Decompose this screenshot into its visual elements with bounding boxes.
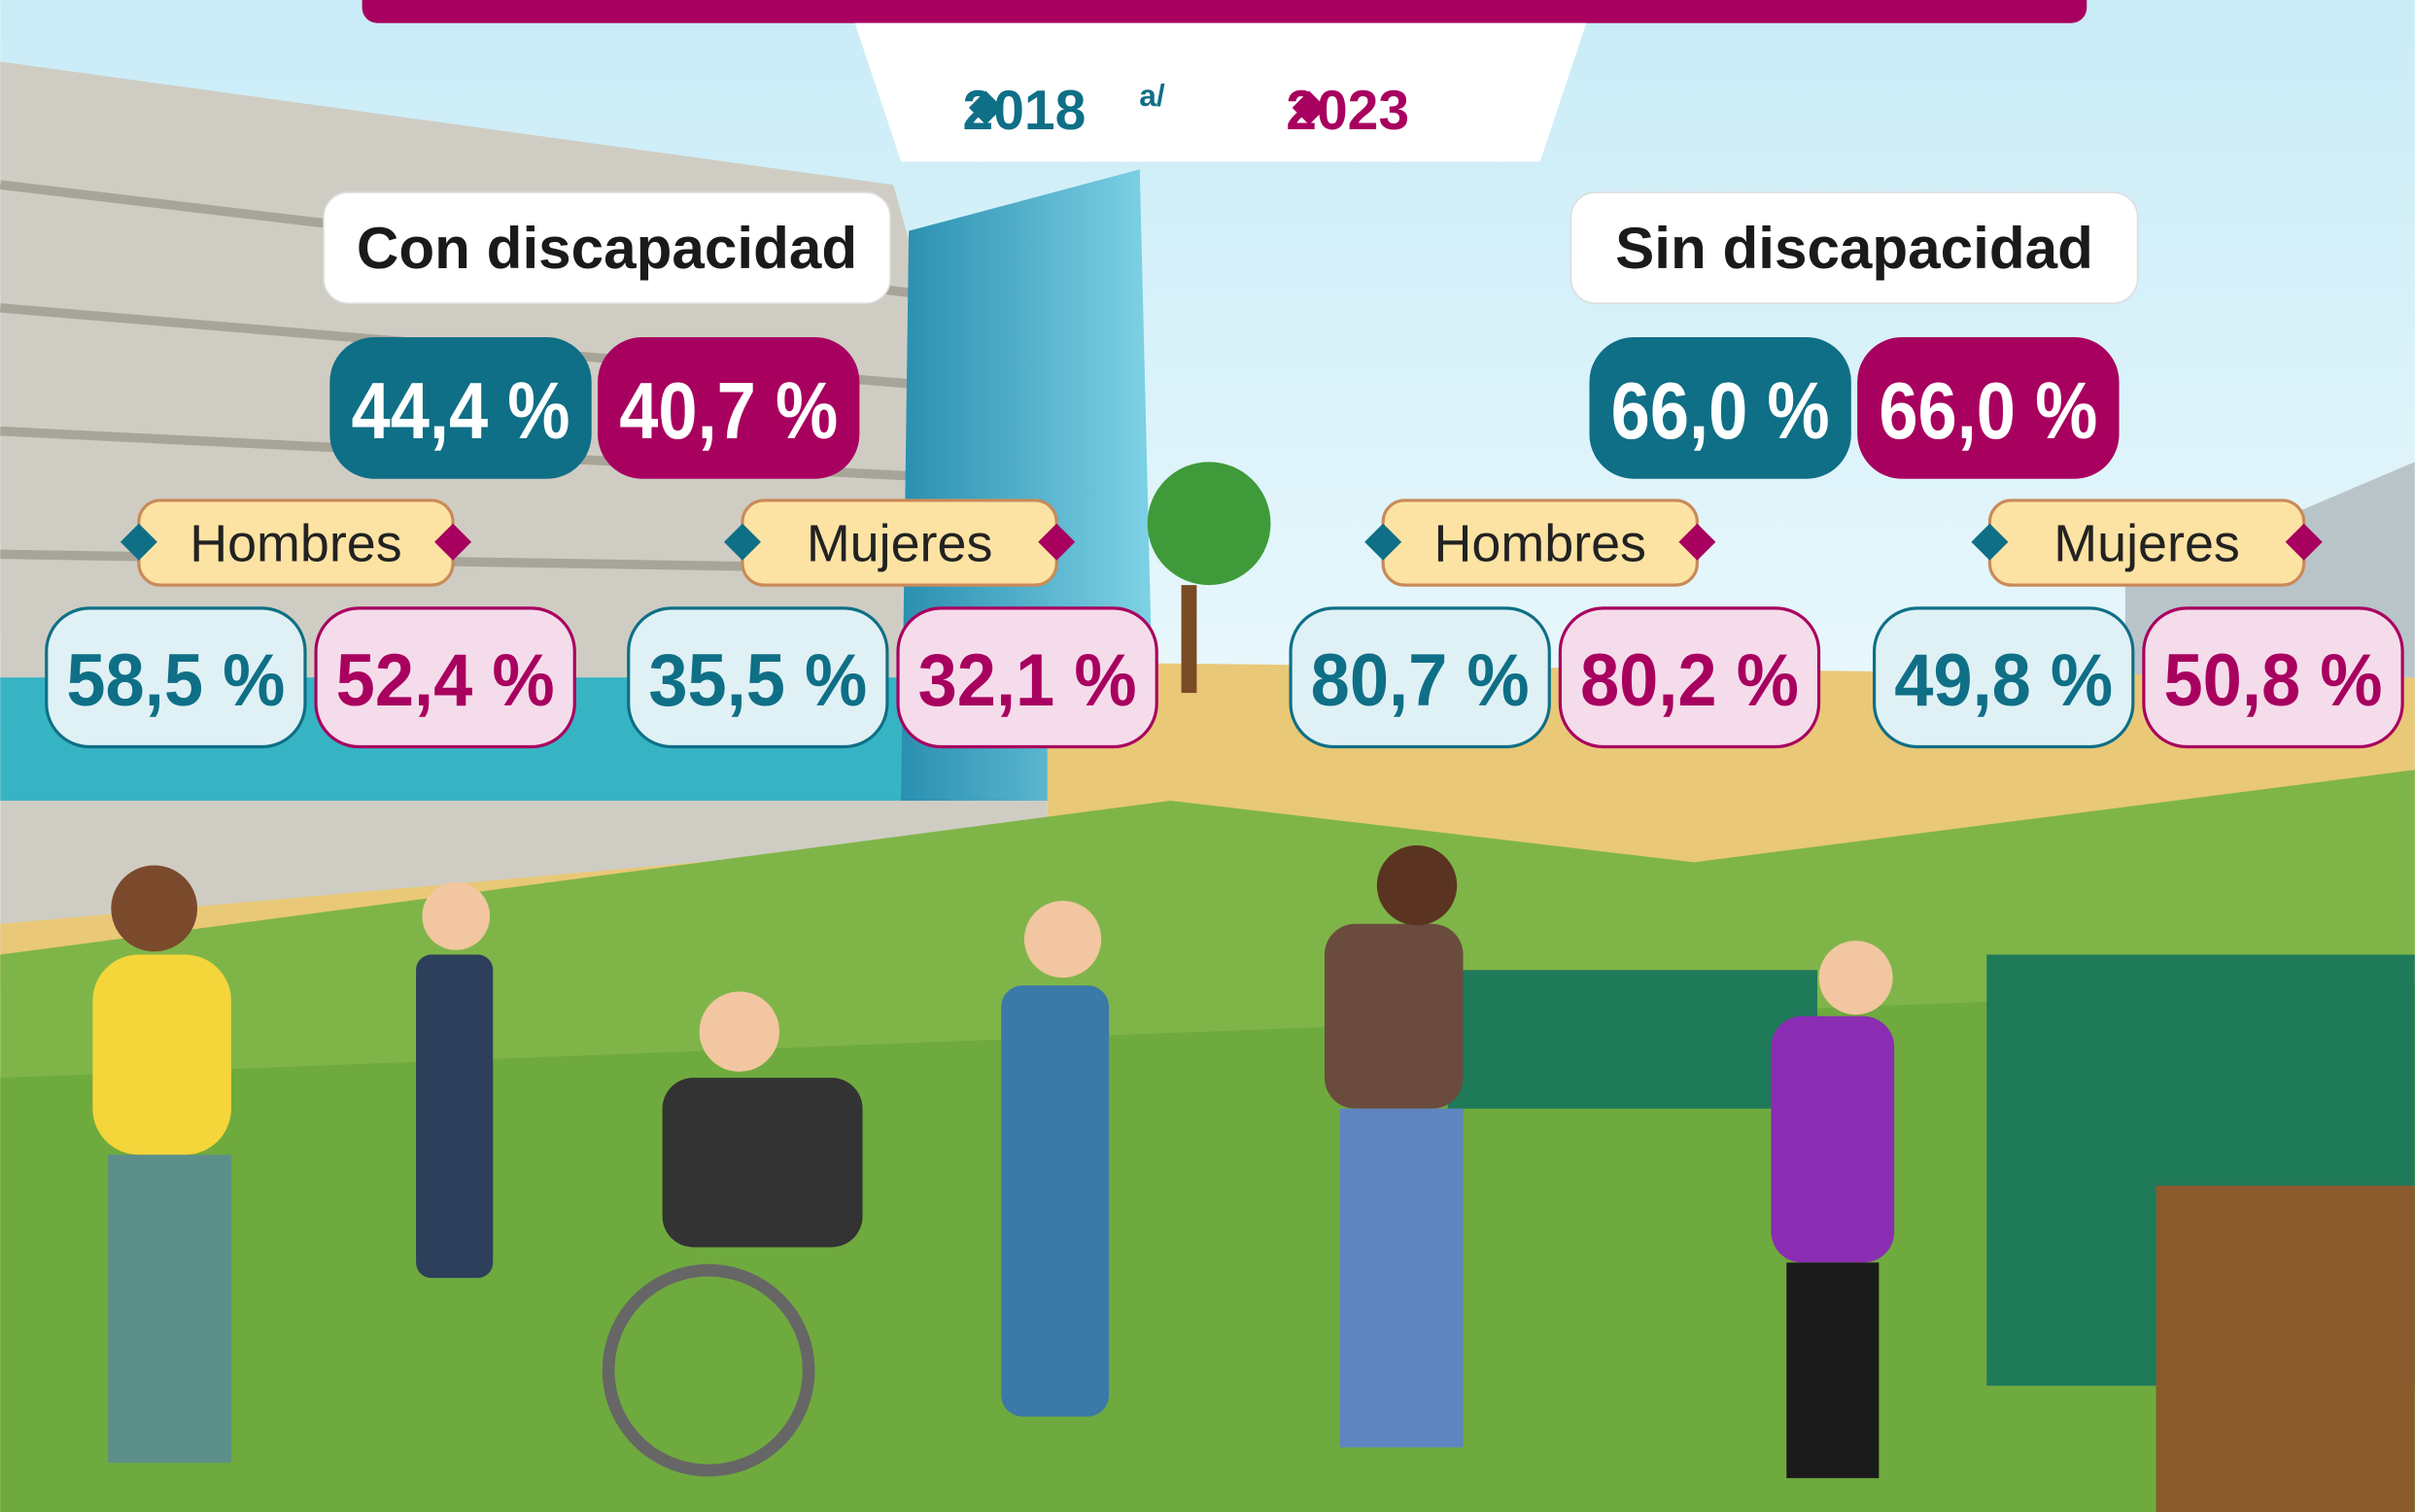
value-box <box>1558 606 1821 749</box>
value-box <box>2142 606 2404 749</box>
crate <box>2156 1186 2415 1512</box>
subgroup-marker <box>2285 523 2323 561</box>
tree <box>1147 462 1271 586</box>
value-box <box>1589 337 1851 479</box>
people <box>92 844 1895 1479</box>
value-label: 44,4 % <box>352 366 570 456</box>
value-label: 32,1 % <box>918 639 1137 722</box>
title-banner <box>362 0 2087 23</box>
subgroup-marker <box>1678 523 1716 561</box>
subgroup-marker <box>434 523 472 561</box>
value-label: 35,5 % <box>648 639 867 722</box>
stall <box>1447 970 1817 1109</box>
value-label: 66,0 % <box>1879 366 2097 456</box>
value-box <box>314 606 576 749</box>
group-title-box <box>323 191 891 304</box>
value-label: 66,0 % <box>1611 366 1830 456</box>
legend-panel <box>854 22 1587 162</box>
value-label: 52,4 % <box>336 639 555 722</box>
subgroup-label: Mujeres <box>2053 514 2240 572</box>
value-box <box>627 606 889 749</box>
value-box <box>1873 606 2135 749</box>
group-title: Sin discapacidad <box>1615 215 2093 281</box>
subgroup-label: Mujeres <box>807 514 993 572</box>
value-label: 50,8 % <box>2163 639 2382 722</box>
subgroup-marker <box>723 523 761 561</box>
subgroup-label: Hombres <box>190 514 402 572</box>
value-label: 40,7 % <box>619 366 838 456</box>
value-box <box>1289 606 1551 749</box>
value-box <box>329 337 592 479</box>
value-box <box>896 606 1158 749</box>
value-label: 80,7 % <box>1311 639 1530 722</box>
legend-note: a/ <box>1139 78 1165 113</box>
legend-label: 2018 <box>963 80 1087 142</box>
value-label: 58,5 % <box>66 639 285 722</box>
value-box <box>598 337 860 479</box>
subgroup-marker <box>1364 523 1402 561</box>
legend-marker <box>968 90 1003 125</box>
value-box <box>1857 337 2120 479</box>
tree-trunk <box>1181 585 1197 694</box>
group-title: Con discapacidad <box>357 215 857 281</box>
legend-label: 2023 <box>1286 80 1409 142</box>
subgroup-marker <box>120 523 157 561</box>
value-box <box>45 606 307 749</box>
group-title-box <box>1570 191 2139 304</box>
value-label: 49,8 % <box>1894 639 2113 722</box>
subgroup-label: Hombres <box>1434 514 1647 572</box>
value-label: 80,2 % <box>1580 639 1799 722</box>
